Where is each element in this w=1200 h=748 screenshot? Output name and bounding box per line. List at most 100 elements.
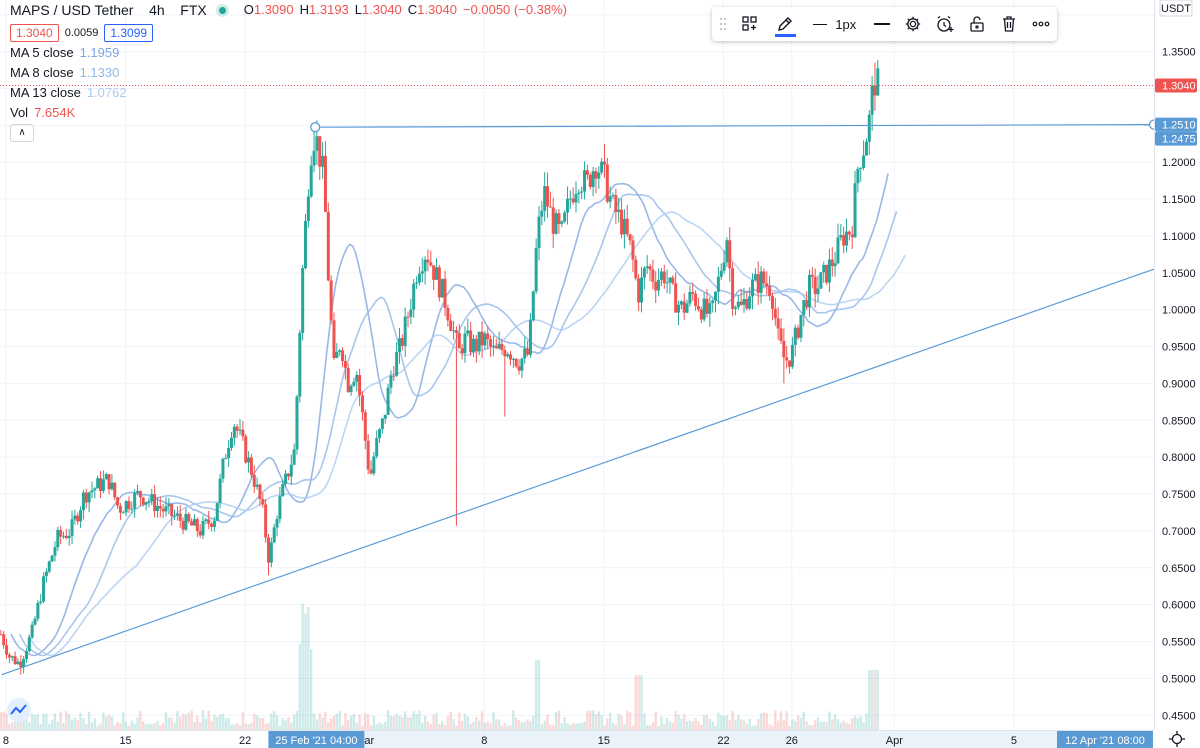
volume-bar [275,715,279,730]
volume-bar [853,715,857,730]
candle-body [474,338,478,352]
volume-bar [554,711,558,730]
volume-bar [406,717,410,730]
volume-bar [415,714,418,730]
candle-body [53,547,57,556]
candle-body [406,316,410,318]
candle-body [725,240,729,263]
candle-body [472,338,476,353]
volume-bar [449,712,452,730]
price-badge [1155,131,1197,146]
candle-body [705,298,709,314]
pencil-icon[interactable] [767,7,804,41]
time-axis[interactable]: 8 15 22 Mar 8 15 22 26 Apr 525 Feb '21 04:00 12 Ap… [0,698,1200,748]
candle-body [141,497,145,505]
volume-bar [506,725,509,730]
more-icon[interactable] [1026,7,1057,41]
line-width-button[interactable]: 1px [804,7,866,41]
candle-body [870,85,874,115]
template-icon[interactable] [733,7,766,41]
axis-settings-icon[interactable] [1169,731,1185,747]
ma-label[interactable]: MA 8 close [10,65,74,80]
settings-icon[interactable] [897,7,928,41]
volume-bar [617,713,620,730]
ohlc-key: L [354,2,363,17]
candle-body [688,292,692,304]
candle-body [526,348,530,355]
volume-bar [677,714,680,730]
volume-bar [785,711,788,730]
unlock-icon[interactable] [962,7,993,41]
volume-label[interactable]: Vol [10,105,29,120]
price-axis[interactable]: USDT1.35001.30001.25001.20001.15001.1000… [1154,0,1200,748]
drag-handle-icon[interactable] [712,7,733,41]
ma-line-13 [27,211,906,657]
volume-bar [312,713,316,730]
candlesticks [0,60,880,675]
candle-body [170,504,174,517]
candle-body [788,360,792,367]
volume-bar [779,711,783,730]
ma-legend-row: MA 5 close 1.1959 [10,43,567,63]
ohlc-value: 1.3040 [417,2,457,17]
volume-bar [378,722,381,730]
drawing-layer[interactable] [0,85,1160,676]
volume-bar [460,721,464,730]
volume-bar [423,715,427,730]
candle-body [10,656,14,658]
volume-bar [665,718,669,730]
volume-bar [540,724,544,730]
volume-bar [344,713,347,730]
bid-price[interactable]: 1.3040 [10,24,59,42]
volume-bar [341,724,344,730]
candle-body [503,350,507,357]
volume-bar [358,714,361,730]
candle-body [770,295,774,309]
volume-bar [580,722,583,730]
candle-body [759,271,763,293]
volume-bar [791,719,794,730]
volume-bar [53,713,57,730]
candle-body [110,482,114,490]
volume-bar [133,723,136,730]
ma-label[interactable]: MA 13 close [10,85,81,100]
candle-body [531,291,535,321]
volume-bar [742,720,746,730]
volume-bar [250,722,253,730]
candle-body [2,634,6,646]
candle-body [588,174,592,187]
interval-label[interactable]: 4h [149,2,165,18]
collapse-legend-button[interactable]: ∧ [10,124,34,142]
candle-body [677,304,681,313]
price-badge [1155,117,1197,132]
candle-body [167,504,171,507]
time-tick-label: 8 [3,735,9,747]
volume-bar [808,724,811,730]
volume-bar [16,721,20,730]
ma-label[interactable]: MA 5 close [10,45,74,60]
symbol-title[interactable]: MAPS / USD Tether [10,2,134,18]
volume-bar [25,715,28,730]
ask-price[interactable]: 1.3099 [104,24,154,42]
volume-bar [489,723,492,730]
line-style-icon[interactable] [866,7,897,41]
candle-body [266,537,270,563]
volume-bar [517,720,521,730]
candle-body [862,155,866,168]
candle-body [543,186,547,211]
candle-body [657,279,661,291]
volume-bar [811,725,814,730]
candle-body [822,264,826,273]
alert-add-icon[interactable] [928,7,961,41]
volume-bar [435,712,438,730]
volume-bar [386,710,390,730]
volume-bar [8,723,11,730]
volume-bar [537,660,541,730]
candle-body [432,265,436,280]
trash-icon[interactable] [993,7,1026,41]
volume-bar [631,725,635,730]
horizontal-ray [315,124,1155,128]
volume-bar [301,603,304,730]
candle-body [736,301,740,308]
